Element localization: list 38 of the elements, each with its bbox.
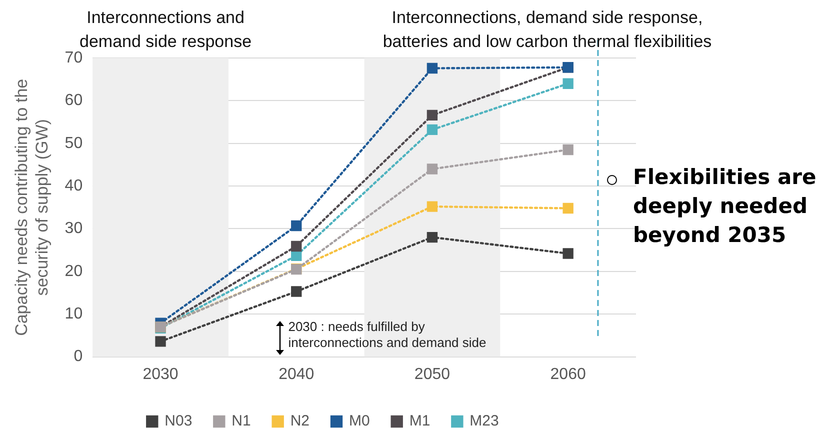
point xyxy=(426,62,438,74)
y-tick-label: 60 xyxy=(64,92,83,110)
point xyxy=(426,124,438,136)
point xyxy=(291,286,302,297)
point xyxy=(291,250,302,261)
y-tick-label: 70 xyxy=(64,49,83,66)
legend-label: N03 xyxy=(164,412,192,430)
legend-label: M23 xyxy=(470,412,499,430)
x-tick-label: 2050 xyxy=(414,366,450,383)
point xyxy=(562,144,574,156)
y-tick-label: 0 xyxy=(74,348,83,366)
y-tick-label: 40 xyxy=(64,177,83,194)
point xyxy=(155,336,166,347)
y-tick-label: 30 xyxy=(64,220,83,238)
point xyxy=(562,78,574,89)
point xyxy=(426,164,438,174)
y-tick-label: 20 xyxy=(64,262,83,280)
point xyxy=(426,201,438,212)
y-tick-label: 50 xyxy=(64,134,83,152)
point xyxy=(426,110,438,121)
point xyxy=(291,220,302,232)
legend-label: M0 xyxy=(349,412,370,430)
point xyxy=(426,232,438,243)
x-tick-label: 2040 xyxy=(278,366,314,383)
band-label: Interconnections, demand side response, batteries and low carbon thermal flexibilities xyxy=(382,8,712,52)
y-axis-title: Capacity needs contributing to the security of supply (GW) xyxy=(12,78,52,336)
annotation: 2030 : needs fulfilled by interconnections and demand side xyxy=(288,318,486,351)
legend-label: N2 xyxy=(290,412,310,430)
x-tick-label: 2030 xyxy=(142,366,178,383)
y-tick-label: 10 xyxy=(64,306,83,323)
x-tick-label: 2060 xyxy=(550,366,586,383)
annotation: Flexibilities are deeply needed beyond 2035 xyxy=(633,164,816,249)
point xyxy=(291,240,302,252)
band-label: Interconnections and demand side response xyxy=(80,8,252,52)
point xyxy=(562,202,574,214)
legend-label: M1 xyxy=(409,412,430,430)
point xyxy=(562,248,574,259)
legend-label: N1 xyxy=(232,412,251,430)
